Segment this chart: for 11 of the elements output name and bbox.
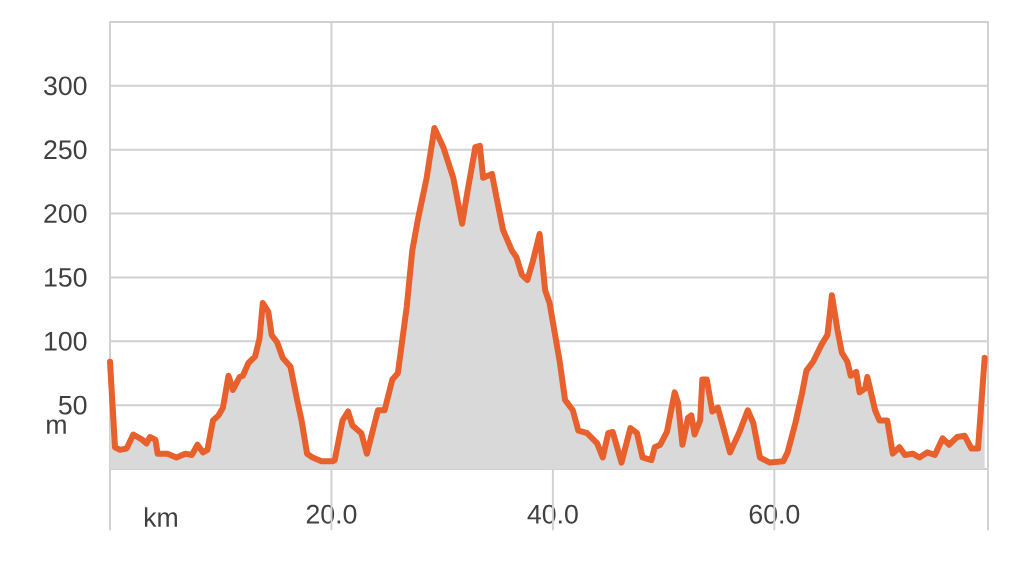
x-axis-title: km [144,507,177,527]
y-tick-label: 200 [44,204,87,223]
x-tick-label: 40.0 [527,504,578,524]
y-tick-label: 100 [45,331,87,351]
y-tick-label: 150 [45,267,87,287]
x-tick-label: 20.0 [306,504,357,524]
y-tick-label: 50 [58,395,87,415]
y-tick-label: 250 [44,140,87,160]
x-tick-label: 60.0 [749,504,800,524]
y-tick-label: 300 [44,76,87,96]
y-axis-title: m [47,419,66,434]
